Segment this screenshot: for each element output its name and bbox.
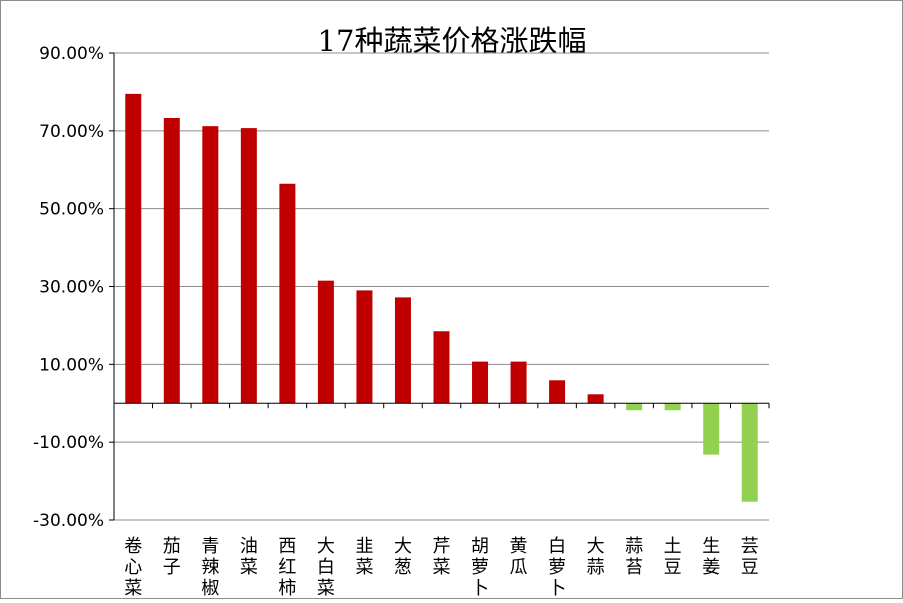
category-label-9: 芹菜	[433, 536, 451, 578]
bar-14	[626, 403, 643, 411]
category-label-4: 油菜	[240, 536, 258, 578]
category-label-10: 胡萝卜	[471, 536, 489, 598]
bar-6	[317, 280, 334, 404]
bar-17	[741, 403, 758, 502]
category-label-15: 土豆	[664, 536, 682, 578]
category-label-3: 青辣椒	[201, 536, 219, 598]
bars	[125, 93, 758, 502]
y-tick-label: 90.00%	[39, 44, 104, 64]
category-label-16: 生姜	[702, 536, 720, 578]
y-tick-label: 70.00%	[39, 122, 104, 142]
y-tick-label: 10.00%	[39, 355, 104, 375]
bar-15	[664, 403, 681, 411]
category-label-17: 芸豆	[741, 536, 759, 578]
y-tick-label: -30.00%	[33, 511, 104, 531]
bar-2	[163, 117, 180, 404]
category-label-6: 大白菜	[317, 536, 335, 598]
y-tick-label: 50.00%	[39, 200, 104, 220]
bar-11	[510, 361, 527, 404]
bar-10	[472, 361, 489, 404]
bar-4	[240, 128, 257, 404]
category-label-13: 大蒜	[587, 536, 605, 578]
gridlines	[109, 52, 769, 521]
category-label-2: 茄子	[163, 536, 181, 578]
category-label-1: 卷心菜	[124, 536, 142, 598]
bar-7	[356, 290, 373, 404]
category-label-11: 黄瓜	[510, 536, 528, 578]
bar-9	[433, 331, 450, 404]
bar-16	[703, 403, 720, 455]
bar-12	[549, 380, 566, 404]
axes	[113, 53, 770, 520]
category-label-7: 韭菜	[355, 536, 373, 578]
category-label-14: 蒜苔	[625, 536, 643, 578]
category-label-8: 大葱	[394, 536, 412, 578]
bar-8	[394, 297, 411, 404]
bar-3	[202, 126, 219, 404]
category-label-5: 西红柿	[278, 536, 296, 598]
chart-title: 17种蔬菜价格涨跌幅	[318, 24, 587, 58]
y-tick-label: 30.00%	[39, 278, 104, 298]
category-label-12: 白萝卜	[548, 536, 566, 598]
bar-13	[587, 394, 604, 404]
bar-1	[125, 93, 142, 404]
bar-5	[279, 183, 296, 404]
y-tick-label: -10.00%	[33, 433, 104, 453]
y-axis-tick-labels: -30.00% -10.00% 10.00% 30.00% 50.00% 70.00% 90…	[33, 44, 104, 531]
